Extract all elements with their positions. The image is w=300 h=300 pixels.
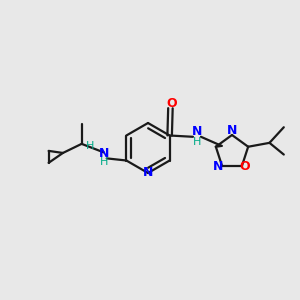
Text: H: H [100,158,108,167]
Text: N: N [213,160,223,173]
Text: N: N [143,167,153,179]
Text: O: O [166,97,177,110]
Text: N: N [192,125,202,138]
Text: O: O [240,160,250,173]
Text: N: N [227,124,237,137]
Text: H: H [193,137,201,147]
Text: N: N [98,147,109,160]
Text: H: H [85,141,94,151]
